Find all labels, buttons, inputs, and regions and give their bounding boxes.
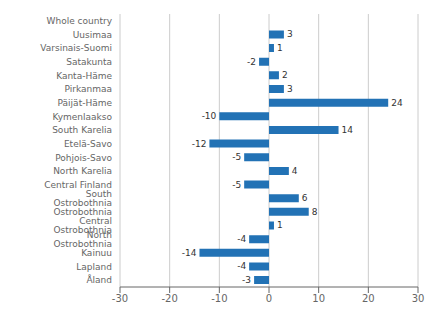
svg-text:4: 4 <box>292 166 298 176</box>
svg-text:Satakunta: Satakunta <box>66 57 112 67</box>
svg-text:8: 8 <box>312 207 318 217</box>
svg-text:-2: -2 <box>247 57 256 67</box>
svg-text:NorthOstrobothnia: NorthOstrobothnia <box>54 230 112 249</box>
svg-text:Varsinais-Suomi: Varsinais-Suomi <box>40 43 112 53</box>
svg-text:Lapland: Lapland <box>76 262 112 272</box>
svg-text:-3: -3 <box>242 275 251 285</box>
svg-text:Etelä-Savo: Etelä-Savo <box>64 139 113 149</box>
svg-text:-10: -10 <box>202 111 217 121</box>
svg-text:Pirkanmaa: Pirkanmaa <box>64 84 112 94</box>
svg-text:10: 10 <box>312 293 325 304</box>
svg-text:North Karelia: North Karelia <box>53 166 112 176</box>
svg-text:30: 30 <box>412 293 425 304</box>
svg-text:20: 20 <box>362 293 375 304</box>
svg-text:Uusimaa: Uusimaa <box>73 30 112 40</box>
svg-text:Päijät-Häme: Päijät-Häme <box>58 98 113 108</box>
svg-text:Kainuu: Kainuu <box>81 248 112 258</box>
svg-text:1: 1 <box>277 43 283 53</box>
svg-text:14: 14 <box>342 125 354 135</box>
html-text:Central: Central <box>79 216 112 227</box>
svg-text:-14: -14 <box>182 248 197 258</box>
svg-text:24: 24 <box>391 98 403 108</box>
svg-text:-20: -20 <box>161 293 177 304</box>
svg-text:SouthOstrobothnia: SouthOstrobothnia <box>54 189 112 208</box>
svg-text:6: 6 <box>302 193 308 203</box>
svg-text:-5: -5 <box>232 152 241 162</box>
svg-text:-4: -4 <box>237 234 246 244</box>
svg-text:Åland: Åland <box>86 274 112 285</box>
svg-text:Ostrobothnia: Ostrobothnia <box>53 207 112 218</box>
svg-text:-5: -5 <box>232 180 241 190</box>
svg-text:2: 2 <box>282 70 288 80</box>
svg-text:-30: -30 <box>112 293 128 304</box>
svg-text:1: 1 <box>277 220 283 230</box>
svg-text:Central Finland: Central Finland <box>44 179 112 190</box>
svg-text:Pohjois-Savo: Pohjois-Savo <box>55 153 112 163</box>
svg-text:3: 3 <box>287 84 293 94</box>
svg-text:3: 3 <box>287 29 293 39</box>
svg-text:0: 0 <box>266 293 272 304</box>
svg-text:-4: -4 <box>237 261 246 271</box>
svg-text:-12: -12 <box>192 139 207 149</box>
svg-text:Whole country: Whole country <box>47 16 113 26</box>
svg-text:-10: -10 <box>211 293 227 304</box>
svg-text:Kymenlaakso: Kymenlaakso <box>52 112 112 122</box>
svg-text:Kanta-Häme: Kanta-Häme <box>56 71 112 81</box>
svg-text:South Karelia: South Karelia <box>52 125 112 135</box>
